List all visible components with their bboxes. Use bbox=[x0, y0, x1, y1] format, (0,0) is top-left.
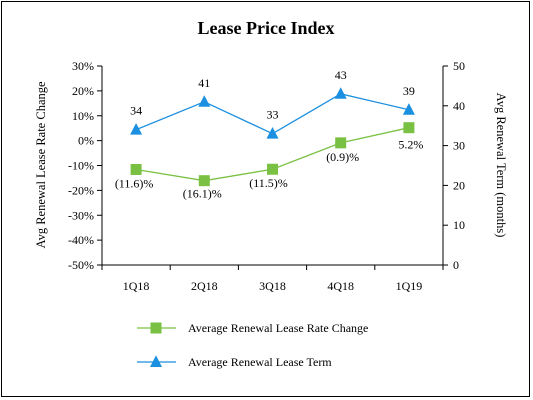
rate-change-data-label: (11.6)% bbox=[115, 176, 154, 190]
rate-change-marker bbox=[198, 175, 210, 187]
lease-term-marker bbox=[334, 87, 347, 99]
x-tick-label: 4Q18 bbox=[327, 279, 354, 293]
lease-term-data-label: 34 bbox=[130, 104, 142, 118]
rate-change-data-label: 5.2% bbox=[398, 138, 423, 152]
rate-change-series: (11.6)% (16.1)% (11.5)% (0.9)% 5.2% bbox=[115, 122, 423, 201]
left-tick-label: -20% bbox=[68, 183, 94, 197]
legend-label: Average Renewal Lease Rate Change bbox=[188, 321, 368, 335]
rate-change-marker bbox=[130, 163, 142, 175]
x-tick-label: 2Q18 bbox=[191, 279, 218, 293]
rate-change-data-label: (11.5)% bbox=[249, 176, 288, 190]
axes: 30% 20% 10% 0% -10% -20% -30% -40% -50% 50 40 30 20 1… bbox=[68, 59, 465, 293]
right-tick-label: 30 bbox=[453, 139, 465, 153]
lease-term-series: 34 41 33 43 39 bbox=[130, 68, 415, 139]
legend-item-rate-change: Average Renewal Lease Rate Change bbox=[137, 321, 368, 335]
right-tick-label: 20 bbox=[453, 178, 465, 192]
lease-term-data-label: 39 bbox=[403, 84, 415, 98]
lease-term-data-label: 41 bbox=[198, 76, 210, 90]
left-tick-label: 0% bbox=[78, 134, 94, 148]
rate-change-data-label: (16.1)% bbox=[183, 187, 222, 201]
left-tick-label: 30% bbox=[72, 59, 94, 73]
rate-change-marker bbox=[403, 122, 415, 134]
right-tick-label: 40 bbox=[453, 99, 465, 113]
left-tick-label: 20% bbox=[72, 84, 94, 98]
left-tick-label: -50% bbox=[68, 258, 94, 272]
lease-term-data-label: 33 bbox=[267, 108, 279, 122]
legend-item-lease-term: Average Renewal Lease Term bbox=[137, 355, 332, 369]
x-tick-label: 1Q19 bbox=[396, 279, 423, 293]
rate-change-data-label: (0.9)% bbox=[326, 150, 359, 164]
legend: Average Renewal Lease Rate Change Average… bbox=[137, 321, 368, 369]
lease-term-marker bbox=[402, 103, 415, 115]
left-tick-label: -30% bbox=[68, 208, 94, 222]
right-axis-title: Avg Renewal Term (months) bbox=[494, 93, 508, 238]
rate-change-marker bbox=[267, 163, 278, 175]
legend-triangle-marker bbox=[150, 355, 162, 367]
x-tick-label: 1Q18 bbox=[123, 279, 150, 293]
right-tick-label: 10 bbox=[453, 218, 465, 232]
legend-label: Average Renewal Lease Term bbox=[188, 355, 332, 369]
chart-title: Lease Price Index bbox=[198, 18, 335, 38]
lease-term-marker bbox=[130, 123, 143, 135]
legend-square-marker bbox=[150, 322, 162, 334]
series-layer: (11.6)%(16.1)%(11.5)%(0.9)%5.2%344133433… bbox=[115, 68, 424, 201]
x-tick-label: 3Q18 bbox=[259, 279, 286, 293]
lease-term-marker bbox=[198, 95, 211, 107]
left-tick-label: -10% bbox=[68, 159, 94, 173]
left-axis-title: Avg Renewal Lease Rate Change bbox=[34, 81, 48, 249]
lease-term-data-label: 43 bbox=[335, 68, 347, 82]
left-tick-label: 10% bbox=[72, 109, 94, 123]
right-tick-label: 50 bbox=[453, 59, 465, 73]
right-tick-label: 0 bbox=[453, 258, 459, 272]
left-tick-label: -40% bbox=[68, 233, 94, 247]
lease-term-marker bbox=[266, 127, 279, 139]
rate-change-marker bbox=[335, 137, 347, 149]
